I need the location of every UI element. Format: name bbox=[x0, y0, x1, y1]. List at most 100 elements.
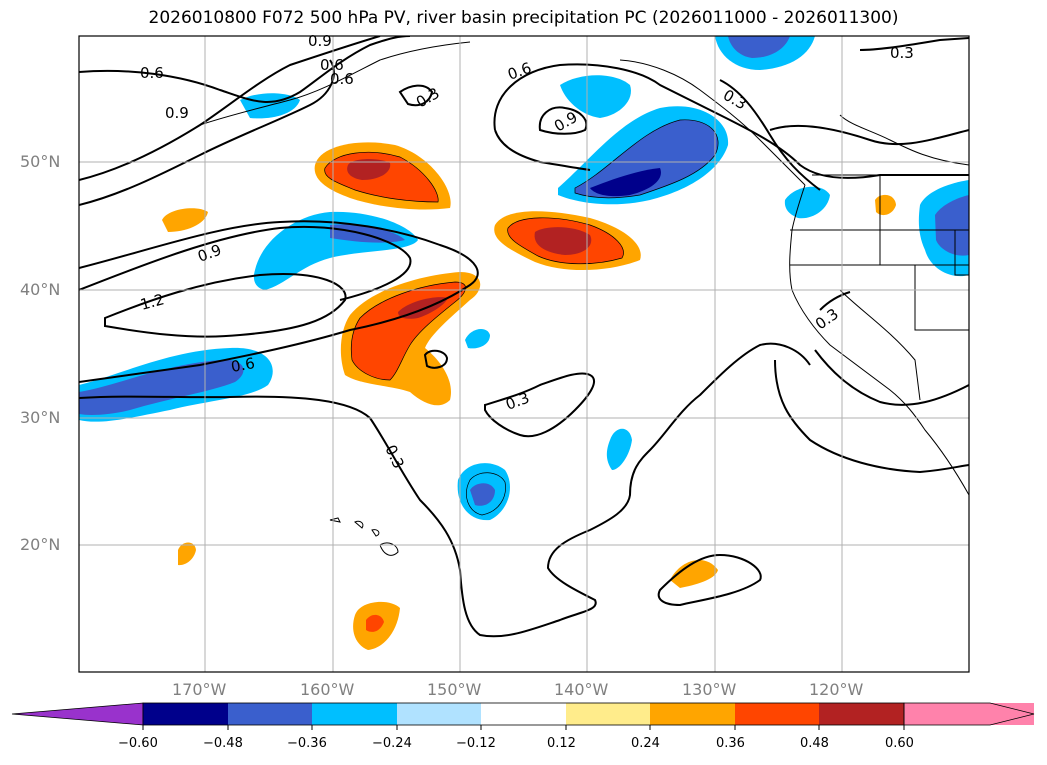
anomaly-blob-upper bbox=[560, 75, 631, 118]
colorbar-tick-label: 0.12 bbox=[547, 736, 576, 751]
contour-label: 0.9 bbox=[165, 104, 189, 122]
pv-contour-gulf-lower bbox=[494, 129, 591, 171]
pv-contour-03-loop bbox=[423, 349, 449, 369]
colorbar-cell bbox=[819, 703, 904, 725]
anomaly-blob-south bbox=[670, 559, 718, 588]
colorbar-cell bbox=[481, 703, 566, 725]
colorbar-tick-label: −0.24 bbox=[372, 736, 412, 751]
contour-label: 1.2 bbox=[138, 290, 166, 314]
colorbar-tick-label: −0.48 bbox=[203, 736, 243, 751]
pv-contour-nw-arc bbox=[79, 59, 335, 206]
colorbar-cell bbox=[312, 703, 397, 725]
negative-precip-anomalies bbox=[79, 36, 969, 521]
contour-label: 0.9 bbox=[308, 32, 332, 50]
colorbar-tick-label: −0.12 bbox=[456, 736, 496, 751]
anomaly-blob-central-north-core bbox=[330, 224, 405, 243]
colorbar-cell bbox=[566, 703, 650, 725]
anomaly-blob-inland bbox=[875, 194, 896, 216]
pv-contour-09-gulf bbox=[538, 106, 588, 135]
pv-contour-03-east bbox=[814, 349, 969, 406]
pv-contour-06-mid bbox=[79, 220, 479, 383]
colorbar-tick-label: 0.60 bbox=[885, 736, 914, 751]
colorbar-cell bbox=[735, 703, 819, 725]
lon-label-160W: 160°W bbox=[300, 680, 355, 699]
anomaly-blob-gulf-core bbox=[575, 119, 719, 198]
contour-label: 0.6 bbox=[140, 64, 164, 82]
map-frame bbox=[78, 35, 970, 673]
contour-label: 0.3 bbox=[381, 442, 407, 471]
pv-contour-03-south bbox=[79, 342, 811, 638]
anomaly-blob-narrow bbox=[606, 428, 632, 470]
colorbar-tick-label: 0.24 bbox=[631, 736, 660, 751]
lon-label-140W: 140°W bbox=[554, 680, 609, 699]
lon-label-170W: 170°W bbox=[172, 680, 227, 699]
anomaly-blob-top-core bbox=[728, 36, 790, 58]
colorbar-cell bbox=[143, 703, 228, 725]
coastlines bbox=[199, 41, 969, 556]
colorbar-ticks bbox=[142, 725, 905, 730]
colorbar-outline bbox=[142, 702, 905, 726]
lat-label-20N: 20°N bbox=[20, 535, 61, 554]
anomaly-blob-nw-core bbox=[347, 159, 391, 180]
lat-label-50N: 50°N bbox=[20, 152, 61, 171]
pv-contour-06-gulf bbox=[493, 63, 969, 179]
hawaii-2 bbox=[354, 520, 364, 529]
pv-contour-09-mid bbox=[79, 225, 412, 301]
colorbar-cell bbox=[228, 703, 312, 725]
positive-precip-anomalies bbox=[162, 142, 896, 650]
contour-label: 0.9 bbox=[195, 241, 224, 266]
pv-contour-03-south-loop bbox=[657, 553, 762, 607]
colorbar-tick-label: 0.36 bbox=[716, 736, 745, 751]
colorbar-tick-label: 0.48 bbox=[800, 736, 829, 751]
pv-contour-east-low bbox=[774, 359, 969, 474]
pv-contour-03-ne bbox=[859, 37, 969, 51]
lat-label-40N: 40°N bbox=[20, 280, 61, 299]
lon-label-150W: 150°W bbox=[427, 680, 482, 699]
anomaly-blob-small-w bbox=[162, 208, 208, 232]
colorbar-tick-label: −0.60 bbox=[118, 736, 158, 751]
colorbar-cell bbox=[650, 703, 735, 725]
hawaii-1 bbox=[329, 517, 341, 523]
bc-coast bbox=[839, 114, 969, 166]
colorbar bbox=[11, 702, 1035, 730]
lat-label-30N: 30°N bbox=[20, 408, 61, 427]
anomaly-blob-mid-core bbox=[534, 227, 592, 255]
map-title: 2026010800 F072 500 hPa PV, river basin … bbox=[148, 8, 899, 28]
pv-contour-06-north bbox=[79, 36, 411, 103]
anomaly-blob-coast bbox=[784, 186, 830, 219]
contour-label: 0.3 bbox=[890, 44, 914, 62]
anomaly-blob-hawaii-s-core bbox=[366, 614, 384, 632]
state-border-5 bbox=[839, 289, 921, 401]
pv-contour-east-ring bbox=[769, 124, 969, 146]
state-border-4 bbox=[914, 265, 969, 331]
colorbar-extend-left bbox=[11, 702, 144, 726]
contour-label: 0.6 bbox=[505, 59, 534, 84]
anomaly-blob-west-band-core bbox=[79, 359, 244, 415]
pv-contour-09-north bbox=[79, 36, 381, 181]
hawaii-4 bbox=[379, 542, 399, 556]
contour-label: 0.3 bbox=[413, 84, 443, 112]
contour-label: 0.6 bbox=[320, 56, 344, 74]
anomaly-blob-subtropic-core bbox=[470, 483, 495, 506]
contour-label: 0.6 bbox=[330, 70, 354, 88]
lon-label-130W: 130°W bbox=[682, 680, 737, 699]
alaska-coast bbox=[199, 41, 806, 186]
colorbar-tick-label: −0.36 bbox=[287, 736, 327, 751]
pv-contour-03-small bbox=[398, 84, 434, 107]
anomaly-blob-gulf-deep bbox=[590, 168, 661, 197]
pv-contour-03-west bbox=[484, 372, 595, 438]
hawaii-3 bbox=[371, 529, 380, 537]
pv-contours bbox=[79, 36, 969, 638]
colorbar-cell bbox=[397, 703, 481, 725]
anomaly-blob-small bbox=[465, 328, 490, 349]
pv-contour-12 bbox=[104, 273, 347, 338]
anomaly-blob-east-core bbox=[935, 195, 969, 256]
anomaly-blob-small-ww bbox=[178, 542, 196, 566]
graticule bbox=[79, 36, 969, 672]
contour-label: 0.3 bbox=[503, 389, 532, 414]
contour-label: 0.6 bbox=[230, 354, 257, 376]
pv-contour-pacific-east bbox=[819, 291, 851, 311]
state-border-6 bbox=[954, 230, 969, 276]
contour-label: 0.3 bbox=[812, 305, 842, 333]
